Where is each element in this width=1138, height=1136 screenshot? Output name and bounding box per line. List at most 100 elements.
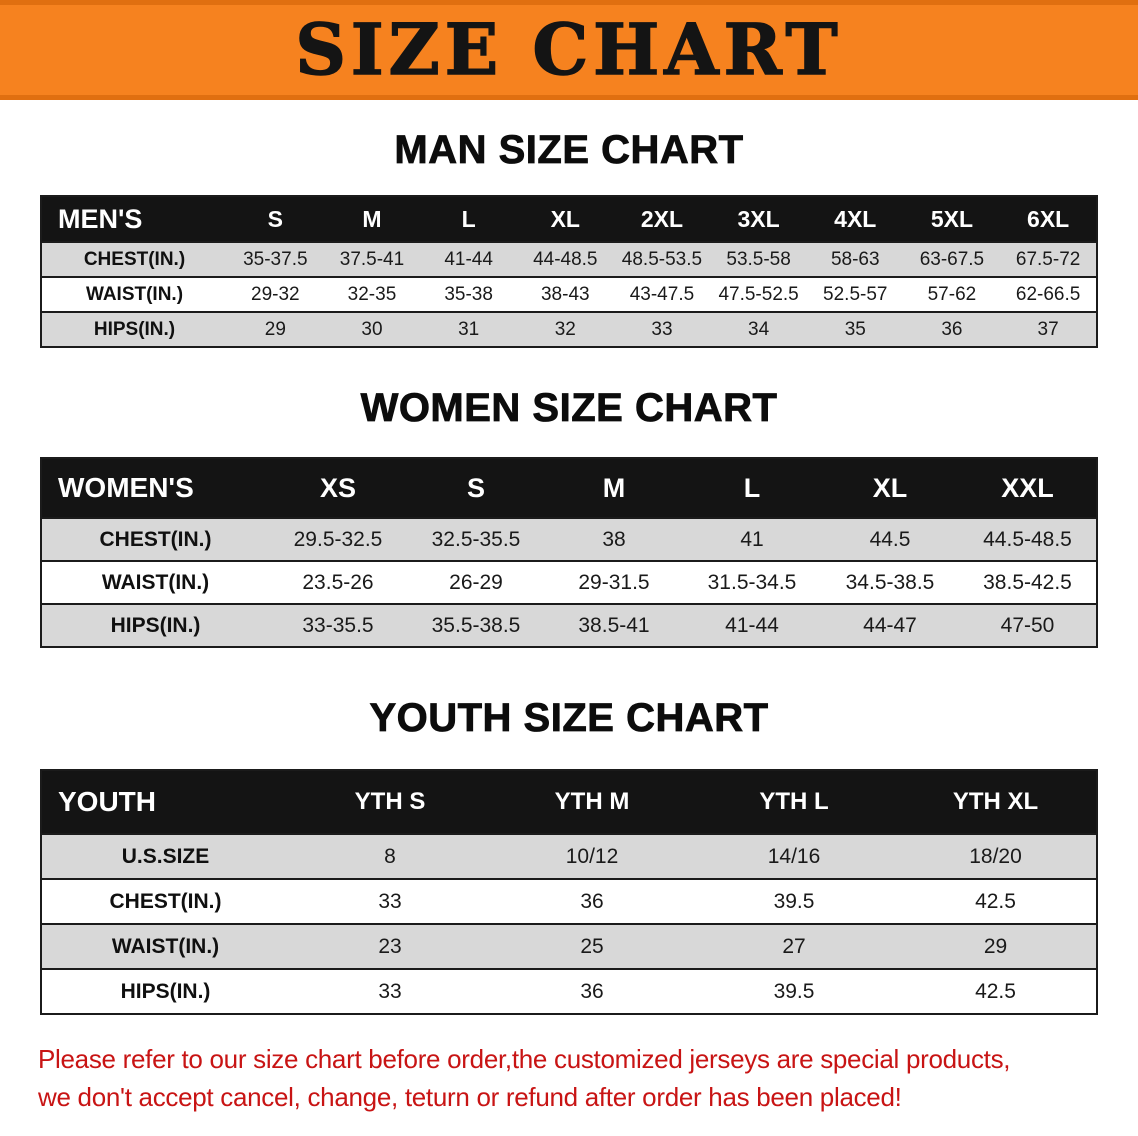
page-title: SIZE CHART bbox=[295, 8, 843, 91]
table-row: HIPS(IN.) 29 30 31 32 33 34 35 36 37 bbox=[41, 312, 1097, 347]
youth-section-heading: YOUTH SIZE CHART bbox=[369, 696, 769, 741]
row-label: CHEST(IN.) bbox=[83, 248, 186, 270]
size-value-cell: 31.5-34.5 bbox=[707, 570, 797, 594]
size-value-cell: 29 bbox=[983, 934, 1008, 958]
size-value-cell: 29-31.5 bbox=[578, 570, 650, 594]
men-size-table: MEN'S S M L XL 2XL 3XL 4XL 5XL 6XL CHEST(IN.) 35-37… bbox=[40, 195, 1098, 348]
row-label: WAIST(IN.) bbox=[101, 570, 210, 594]
size-column-header: L bbox=[420, 196, 517, 242]
youth-size-section: YOUTH SIZE CHART YOUTH YTH S YTH M YTH L YTH… bbox=[0, 696, 1138, 1015]
size-value-cell: 33-35.5 bbox=[302, 613, 374, 637]
row-label: WAIST(IN.) bbox=[85, 283, 184, 305]
size-value-cell: 33 bbox=[378, 889, 402, 913]
women-size-section: WOMEN SIZE CHART WOMEN'S XS S M L XL XXL CHEST(… bbox=[0, 386, 1138, 648]
size-column-header: M bbox=[323, 196, 421, 242]
size-value-cell: 29-32 bbox=[251, 283, 300, 305]
size-value-cell: 34.5-38.5 bbox=[845, 570, 935, 594]
size-value-cell: 67.5-72 bbox=[1015, 248, 1081, 270]
size-value-cell: 44.5 bbox=[869, 527, 911, 551]
size-value-cell: 38-43 bbox=[540, 283, 590, 305]
table-header-row: YOUTH YTH S YTH M YTH L YTH XL bbox=[41, 770, 1097, 834]
row-label: HIPS(IN.) bbox=[110, 613, 201, 637]
size-value-cell: 33 bbox=[651, 318, 673, 340]
size-chart-banner: SIZE CHART bbox=[0, 0, 1138, 100]
size-value-cell: 41 bbox=[740, 527, 764, 551]
row-label: CHEST(IN.) bbox=[109, 889, 222, 913]
table-row: CHEST(IN.) 33 36 39.5 42.5 bbox=[41, 879, 1097, 924]
youth-size-table: YOUTH YTH S YTH M YTH L YTH XL U.S.SIZE 8 10/12… bbox=[40, 769, 1098, 1015]
size-value-cell: 48.5-53.5 bbox=[621, 248, 703, 270]
size-column-header: M bbox=[545, 458, 683, 518]
size-column-header: S bbox=[407, 458, 545, 518]
size-column-header: YTH S bbox=[289, 770, 491, 834]
size-column-header: XL bbox=[516, 196, 614, 242]
size-column-header: YTH L bbox=[693, 770, 895, 834]
table-row: HIPS(IN.) 33 36 39.5 42.5 bbox=[41, 969, 1097, 1014]
table-title-cell: MEN'S bbox=[41, 196, 227, 242]
row-label: CHEST(IN.) bbox=[99, 527, 212, 551]
size-value-cell: 36 bbox=[580, 889, 604, 913]
notice-line-2: we don't accept cancel, change, teturn o… bbox=[38, 1081, 902, 1112]
table-row: HIPS(IN.) 33-35.5 35.5-38.5 38.5-41 41-44 44-… bbox=[41, 604, 1097, 647]
size-column-header: 3XL bbox=[710, 196, 807, 242]
women-size-table: WOMEN'S XS S M L XL XXL CHEST(IN.) 29.5-32.5 32.5… bbox=[40, 457, 1098, 648]
size-value-cell: 38 bbox=[602, 527, 626, 551]
size-value-cell: 39.5 bbox=[773, 889, 815, 913]
size-value-cell: 33 bbox=[378, 979, 402, 1003]
size-chart-content: MAN SIZE CHART MEN'S S M L XL 2XL 3XL 4XL 5XL 6XL… bbox=[0, 128, 1138, 1015]
table-row: CHEST(IN.) 29.5-32.5 32.5-35.5 38 41 44.5 44.5… bbox=[41, 518, 1097, 561]
size-column-header: 4XL bbox=[806, 196, 904, 242]
table-row: WAIST(IN.) 23 25 27 29 bbox=[41, 924, 1097, 969]
table-row: WAIST(IN.) 29-32 32-35 35-38 38-43 43-47.5 47.… bbox=[41, 277, 1097, 312]
size-value-cell: 36 bbox=[580, 979, 604, 1003]
table-title-cell: WOMEN'S bbox=[41, 458, 269, 518]
size-column-header: L bbox=[683, 458, 821, 518]
size-value-cell: 39.5 bbox=[773, 979, 815, 1003]
size-value-cell: 37 bbox=[1037, 318, 1059, 340]
size-value-cell: 29.5-32.5 bbox=[293, 527, 383, 551]
size-column-header: XXL bbox=[959, 458, 1097, 518]
size-value-cell: 42.5 bbox=[975, 889, 1016, 913]
size-value-cell: 14/16 bbox=[767, 844, 821, 868]
size-value-cell: 62-66.5 bbox=[1015, 283, 1081, 305]
size-value-cell: 53.5-58 bbox=[726, 248, 791, 270]
size-value-cell: 38.5-42.5 bbox=[983, 570, 1072, 594]
size-column-header: XS bbox=[269, 458, 407, 518]
size-value-cell: 36 bbox=[941, 318, 963, 340]
size-value-cell: 63-67.5 bbox=[919, 248, 985, 270]
size-value-cell: 29 bbox=[264, 318, 286, 340]
men-section-heading: MAN SIZE CHART bbox=[394, 128, 744, 173]
size-value-cell: 44-47 bbox=[863, 613, 917, 637]
size-value-cell: 8 bbox=[384, 844, 396, 868]
row-label: HIPS(IN.) bbox=[93, 318, 176, 340]
size-column-header: YTH M bbox=[491, 770, 693, 834]
size-value-cell: 18/20 bbox=[969, 844, 1022, 868]
size-value-cell: 23.5-26 bbox=[302, 570, 374, 594]
size-value-cell: 10/12 bbox=[565, 844, 619, 868]
order-notice: Please refer to our size chart before or… bbox=[38, 1041, 1100, 1116]
table-row: CHEST(IN.) 35-37.5 37.5-41 41-44 44-48.5 48.5… bbox=[41, 242, 1097, 277]
size-column-header: 5XL bbox=[903, 196, 1001, 242]
notice-line-1: Please refer to our size chart before or… bbox=[38, 1044, 1011, 1074]
size-column-header: 6XL bbox=[1000, 196, 1097, 242]
size-column-header: YTH XL bbox=[895, 770, 1097, 834]
table-title-cell: YOUTH bbox=[41, 770, 289, 834]
size-value-cell: 38.5-41 bbox=[578, 613, 650, 637]
size-value-cell: 58-63 bbox=[830, 248, 880, 270]
size-value-cell: 35-38 bbox=[444, 283, 493, 305]
row-label: U.S.SIZE bbox=[121, 844, 210, 868]
table-row: WAIST(IN.) 23.5-26 26-29 29-31.5 31.5-34.5 34… bbox=[41, 561, 1097, 604]
size-value-cell: 23 bbox=[378, 934, 402, 958]
size-value-cell: 37.5-41 bbox=[339, 248, 405, 270]
size-value-cell: 57-62 bbox=[927, 283, 977, 305]
size-column-header: 2XL bbox=[613, 196, 711, 242]
size-value-cell: 52.5-57 bbox=[823, 283, 888, 305]
men-size-section: MAN SIZE CHART MEN'S S M L XL 2XL 3XL 4XL 5XL 6XL… bbox=[0, 128, 1138, 348]
size-value-cell: 27 bbox=[782, 934, 806, 958]
size-value-cell: 47.5-52.5 bbox=[718, 283, 799, 305]
size-value-cell: 41-44 bbox=[725, 613, 779, 637]
size-value-cell: 30 bbox=[361, 318, 383, 340]
size-value-cell: 43-47.5 bbox=[629, 283, 695, 305]
size-value-cell: 31 bbox=[458, 318, 480, 340]
size-value-cell: 32-35 bbox=[347, 283, 397, 305]
